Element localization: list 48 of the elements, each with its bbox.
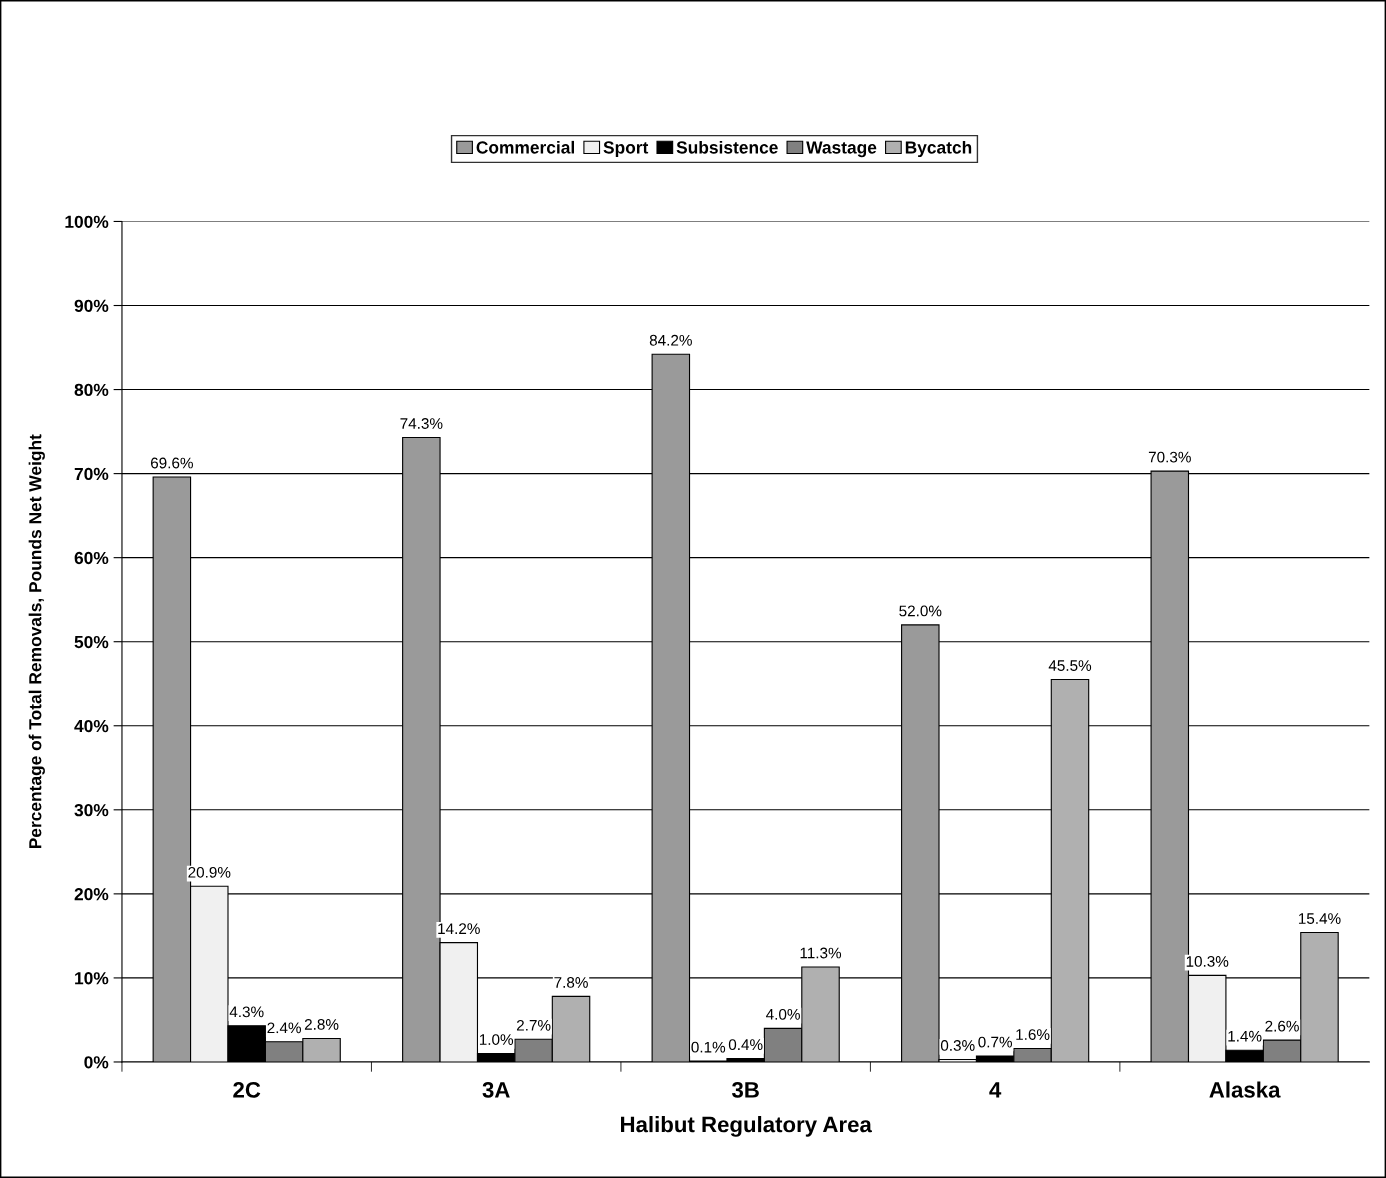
data-label: 14.2% [438,923,480,934]
legend-label: Subsistence [676,140,778,154]
y-tick-label: 80% [74,383,109,397]
data-label: 0.1% [691,1041,726,1053]
data-label: 0.3% [940,1040,975,1051]
x-tick-label: Alaska [1209,1081,1281,1098]
y-tick-label: 70% [74,467,109,481]
y-tick-label: 10% [75,972,109,985]
data-label: 45.5% [1048,660,1092,671]
data-label: 74.3% [400,418,443,429]
y-tick-label: 0% [84,1056,109,1069]
data-label: 1.0% [479,1034,514,1045]
data-label: 0.4% [728,1039,763,1051]
data-label: 69.6% [150,457,193,469]
y-tick-label: 50% [74,635,109,649]
y-axis-title: Percentage of Total Removals, Pounds Net Weight [28,434,45,849]
data-label: 1.4% [1228,1030,1262,1042]
data-label: 1.6% [1016,1029,1050,1040]
y-tick-label: 30% [74,803,109,817]
data-label: 10.3% [1186,956,1229,967]
y-tick-label: 100% [65,215,109,228]
x-tick-label: 2C [233,1082,261,1098]
y-tick-label: 40% [74,719,109,733]
data-label: 84.2% [649,334,692,346]
data-label: 4.3% [229,1006,264,1018]
data-label: 70.3% [1148,451,1191,463]
legend-label: Wastage [806,141,877,158]
legend-label: Commercial [476,140,574,154]
data-label: 11.3% [800,947,842,959]
x-tick-label: 3A [482,1082,510,1098]
data-label: 2.4% [267,1022,301,1034]
data-label: 2.6% [1265,1020,1299,1032]
y-tick-label: 20% [74,888,109,901]
data-label: 2.8% [304,1019,339,1030]
legend-label: Bycatch [905,140,972,158]
x-tick-label: 3B [731,1082,759,1098]
data-label: 15.4% [1298,913,1341,924]
x-tick-label: 4 [989,1082,1002,1098]
y-tick-label: 90% [74,299,109,312]
data-label: 52.0% [899,605,942,617]
data-label: 7.8% [554,977,588,988]
data-label: 2.7% [516,1019,551,1031]
data-label: 4.0% [766,1008,800,1020]
x-axis-title: Halibut Regulatory Area [621,1116,872,1137]
legend-label: Sport [603,141,649,158]
y-tick-label: 60% [74,551,109,565]
data-label: 0.7% [978,1036,1013,1048]
data-label: 20.9% [188,866,231,878]
